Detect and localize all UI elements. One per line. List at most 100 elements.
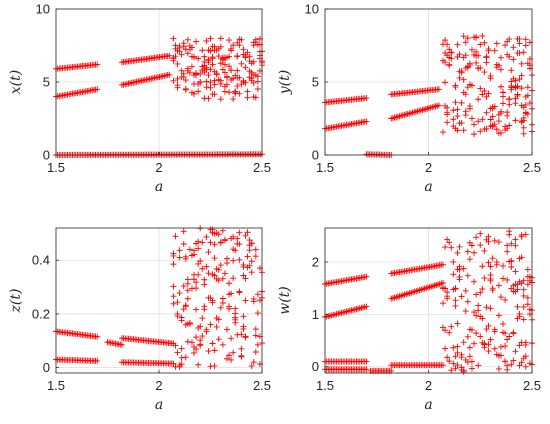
data-point	[481, 87, 488, 94]
data-point	[512, 242, 519, 249]
data-point	[473, 33, 480, 40]
data-point	[228, 356, 235, 363]
data-point	[411, 109, 418, 116]
data-point	[250, 58, 257, 65]
data-point	[195, 271, 202, 278]
y-tick-label: 0	[43, 148, 50, 163]
data-point	[170, 283, 177, 290]
data-point	[232, 88, 239, 95]
data-point	[442, 37, 449, 44]
data-point	[429, 104, 436, 111]
data-point	[460, 33, 467, 40]
data-point	[226, 89, 233, 96]
data-point	[176, 44, 183, 51]
data-point	[448, 244, 455, 251]
data-point	[516, 76, 523, 83]
x-axis-label: a	[155, 179, 163, 195]
data-point	[201, 281, 208, 288]
data-point	[240, 46, 247, 53]
data-point	[520, 49, 527, 56]
data-point	[409, 109, 416, 116]
data-point	[454, 127, 461, 134]
data-point	[211, 362, 218, 369]
data-point	[452, 353, 459, 360]
data-point	[456, 276, 463, 283]
y-axis-label: x(t)	[8, 70, 24, 94]
data-point	[195, 238, 202, 245]
data-point	[504, 109, 511, 116]
data-point	[195, 55, 202, 62]
data-point	[207, 84, 214, 91]
data-point	[191, 349, 198, 356]
data-point	[394, 113, 401, 120]
data-point	[485, 238, 492, 245]
data-point	[524, 301, 531, 308]
data-point	[500, 89, 507, 96]
data-point	[244, 253, 251, 260]
data-point	[242, 333, 249, 340]
data-point	[456, 263, 463, 270]
data-point	[458, 119, 465, 126]
data-point	[462, 112, 469, 119]
data-point	[522, 36, 529, 43]
data-point	[186, 69, 193, 76]
data-point	[211, 347, 218, 354]
data-point	[452, 365, 459, 372]
data-point	[363, 358, 370, 365]
data-point	[442, 79, 449, 86]
data-point	[485, 90, 492, 97]
data-point	[422, 105, 429, 112]
data-point	[199, 315, 206, 322]
data-point	[456, 243, 463, 250]
data-point	[520, 316, 527, 323]
data-point	[244, 88, 251, 95]
data-point	[510, 329, 517, 336]
data-point	[458, 293, 465, 300]
data-point	[493, 40, 500, 47]
data-point	[512, 348, 519, 355]
data-point	[477, 289, 484, 296]
data-point	[230, 257, 237, 264]
data-point	[458, 354, 465, 361]
data-point	[240, 325, 247, 332]
data-point	[444, 104, 451, 111]
data-point	[180, 43, 187, 50]
data-point	[448, 55, 455, 62]
data-point	[497, 83, 504, 90]
data-point	[518, 85, 525, 92]
data-point	[460, 127, 467, 134]
data-point	[94, 86, 101, 93]
data-point	[487, 75, 494, 82]
data-point	[240, 261, 247, 268]
data-point	[520, 114, 527, 121]
data-point	[464, 333, 471, 340]
data-point	[468, 365, 475, 372]
data-point	[462, 91, 469, 98]
data-point	[254, 73, 261, 80]
data-point	[252, 326, 259, 333]
data-point	[522, 353, 529, 360]
y-tick-label: 0	[43, 360, 50, 375]
data-point	[242, 275, 249, 282]
data-point	[458, 69, 465, 76]
data-point	[184, 36, 191, 43]
data-point	[182, 86, 189, 93]
data-point	[464, 248, 471, 255]
data-point	[221, 270, 228, 277]
data-point	[477, 64, 484, 71]
data-point	[473, 48, 480, 55]
data-point	[170, 300, 177, 307]
data-point	[464, 272, 471, 279]
data-point	[442, 285, 449, 292]
data-point	[514, 83, 521, 90]
y-tick-label: 0	[312, 359, 319, 374]
data-point	[477, 41, 484, 48]
data-point	[520, 124, 527, 131]
data-point	[170, 35, 177, 42]
data-point	[363, 366, 370, 373]
data-point	[495, 118, 502, 125]
data-point	[497, 66, 504, 73]
data-point	[191, 251, 198, 258]
data-point	[473, 291, 480, 298]
data-point	[172, 53, 179, 60]
